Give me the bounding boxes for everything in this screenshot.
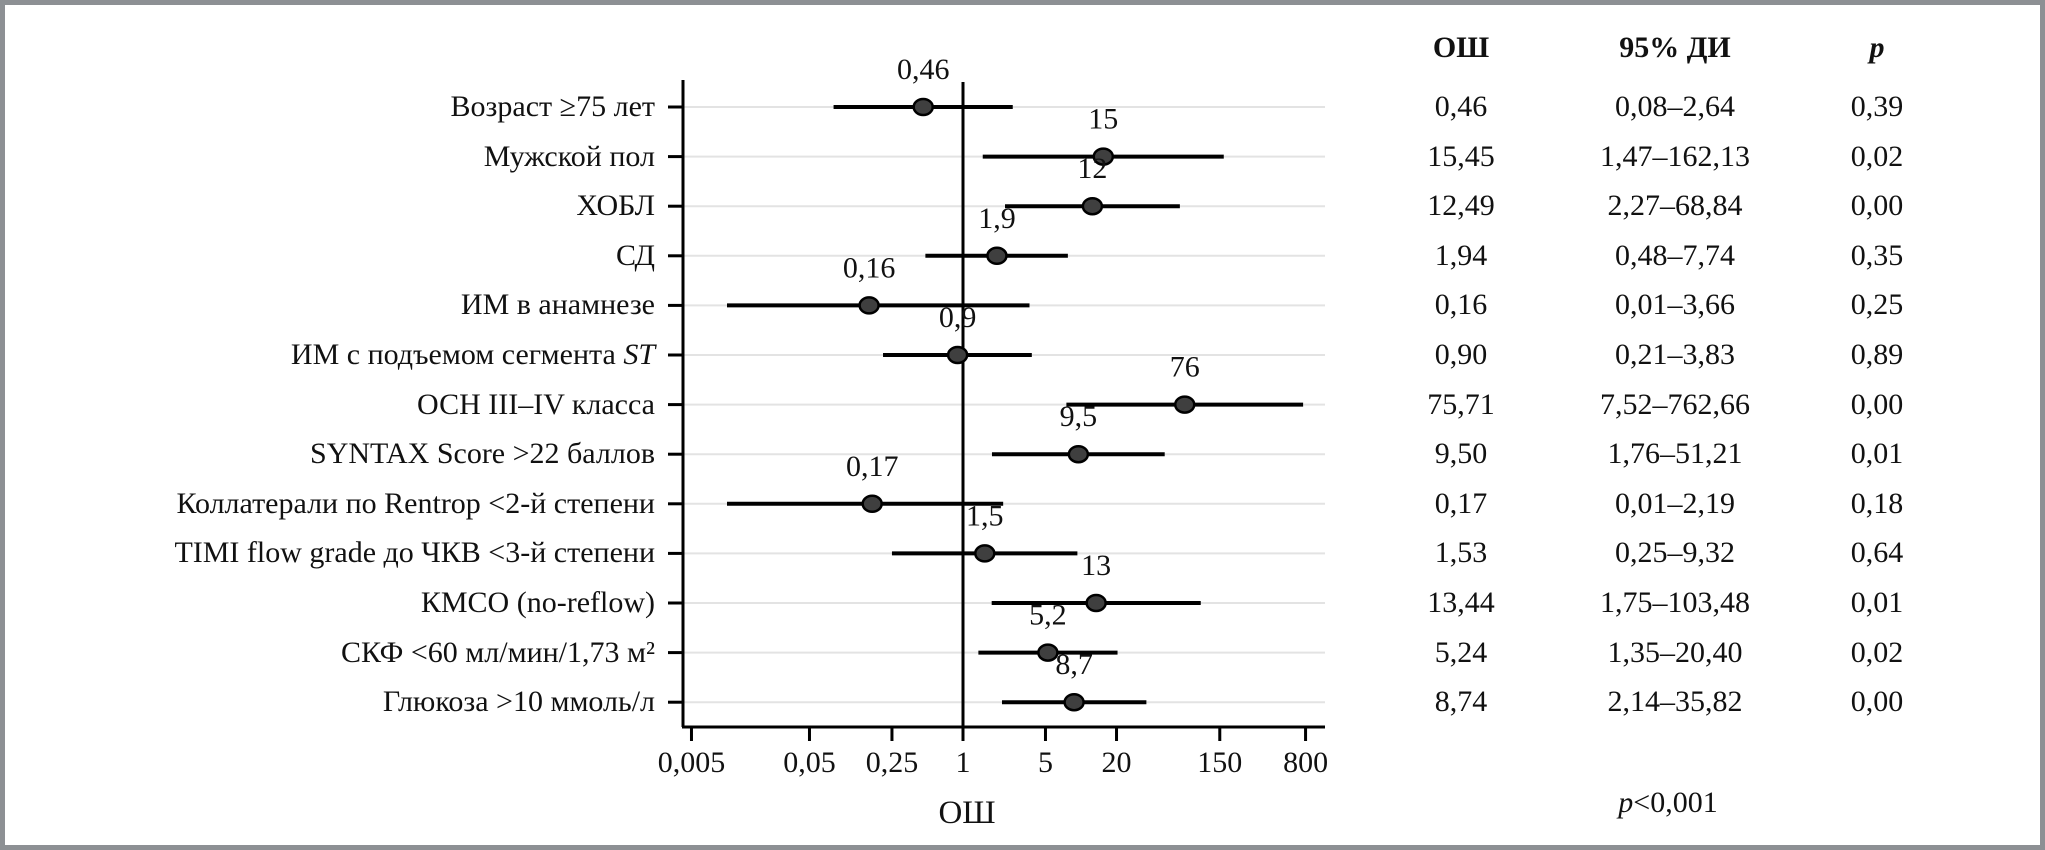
row-label: SYNTAX Score >22 баллов [310, 437, 655, 471]
or-marker [1067, 444, 1090, 464]
or-marker [1092, 147, 1115, 166]
or-marker [1037, 643, 1059, 662]
ci-value: 7,52–762,66 [1600, 387, 1750, 421]
p-value: 0,02 [1850, 635, 1904, 669]
row-label: СД [616, 238, 655, 272]
row-label: TIMI flow grade до ЧКВ <3-й степени [174, 536, 655, 570]
ci-value: 0,08–2,64 [1615, 90, 1735, 123]
point-value-label: 9,5 [1060, 400, 1098, 433]
row-label: ИМ с подъемом сегмента ST [290, 338, 655, 371]
p-value: 0,01 [1850, 437, 1904, 471]
or-marker [946, 345, 969, 365]
x-tick-label: 20 [1102, 746, 1132, 779]
or-marker [912, 97, 934, 117]
p-value: 0,01 [1850, 586, 1904, 619]
point-value-label: 76 [1170, 351, 1200, 384]
or-value: 75,71 [1427, 387, 1495, 421]
row-label: СКФ <60 мл/мин/1,73 м² [340, 635, 655, 669]
or-marker [861, 494, 883, 514]
ci-value: 1,35–20,40 [1607, 635, 1743, 669]
p-value: 0,00 [1850, 685, 1904, 719]
point-value-label: 5,2 [1029, 599, 1067, 632]
p-value: 0,02 [1850, 139, 1904, 173]
ci-value: 1,76–51,21 [1607, 437, 1743, 471]
x-tick-label: 0,25 [866, 746, 919, 779]
row-label: Коллатерали по Rentrop <2-й степени [176, 486, 655, 520]
row-label: ОСН III–IV класса [417, 387, 655, 421]
or-value: 12,49 [1427, 189, 1495, 223]
point-value-label: 0,16 [843, 251, 896, 284]
row-label: ХОБЛ [576, 189, 655, 223]
p-value: 0,00 [1850, 189, 1904, 223]
or-value: 0,46 [1434, 90, 1488, 123]
x-tick-label: 1 [956, 746, 971, 779]
table-header-p: p [1869, 31, 1885, 64]
or-value: 8,74 [1434, 685, 1488, 719]
point-value-label: 0,17 [846, 450, 899, 483]
or-marker [1173, 395, 1196, 414]
point-value-label: 13 [1081, 549, 1111, 582]
x-tick-label: 5 [1038, 746, 1053, 779]
ci-value: 0,01–2,19 [1615, 486, 1735, 520]
or-value: 9,50 [1434, 437, 1488, 471]
x-tick-label: 150 [1197, 746, 1242, 779]
or-value: 0,17 [1434, 486, 1488, 520]
p-value: 0,39 [1850, 90, 1904, 123]
ci-value: 0,21–3,83 [1615, 338, 1735, 371]
row-label: Возраст ≥75 лет [450, 90, 655, 123]
ci-value: 0,01–3,66 [1615, 288, 1735, 322]
x-tick-label: 0,005 [658, 746, 726, 779]
point-value-label: 15 [1088, 103, 1118, 136]
p-value: 0,25 [1850, 288, 1904, 322]
p-value: 0,18 [1850, 486, 1904, 520]
or-value: 13,44 [1427, 586, 1495, 619]
row-label: Глюкоза >10 ммоль/л [382, 685, 655, 719]
or-marker [1085, 593, 1107, 613]
ci-value: 0,25–9,32 [1615, 536, 1735, 570]
or-value: 0,16 [1434, 288, 1488, 322]
or-marker [974, 544, 996, 563]
or-value: 5,24 [1434, 635, 1488, 669]
or-marker [1063, 692, 1085, 712]
p-value: 0,35 [1850, 238, 1904, 272]
point-value-label: 8,7 [1055, 648, 1093, 681]
ci-value: 1,47–162,13 [1600, 139, 1750, 173]
ci-value: 2,27–68,84 [1607, 189, 1743, 223]
point-value-label: 12 [1077, 152, 1107, 185]
row-label: ИМ в анамнезе [460, 288, 655, 322]
x-axis-title: ОШ [938, 795, 996, 831]
p-value: 0,64 [1850, 536, 1904, 570]
point-value-label: 1,5 [966, 499, 1004, 532]
ci-value: 1,75–103,48 [1600, 586, 1750, 619]
ci-value: 2,14–35,82 [1607, 685, 1743, 719]
or-marker [1081, 196, 1104, 216]
point-value-label: 1,9 [978, 202, 1016, 235]
point-value-label: 0,46 [897, 53, 950, 86]
point-value-label: 0,9 [939, 301, 977, 334]
x-tick-label: 800 [1283, 746, 1328, 779]
table-header-ci: 95% ДИ [1619, 31, 1731, 64]
table-header-or: ОШ [1432, 31, 1490, 64]
row-label: КМСО (no-reflow) [420, 586, 655, 619]
p-value: 0,89 [1850, 338, 1904, 371]
or-value: 0,90 [1434, 338, 1488, 371]
p-value: 0,00 [1850, 387, 1904, 421]
or-marker [858, 296, 880, 315]
overall-p-value: p<0,001 [1618, 786, 1718, 819]
or-value: 1,53 [1434, 536, 1488, 570]
ci-value: 0,48–7,74 [1615, 238, 1735, 272]
x-tick-label: 0,05 [783, 746, 836, 779]
or-value: 15,45 [1427, 139, 1495, 173]
or-marker [986, 246, 1008, 266]
or-value: 1,94 [1434, 238, 1488, 272]
row-label: Мужской пол [483, 139, 655, 173]
